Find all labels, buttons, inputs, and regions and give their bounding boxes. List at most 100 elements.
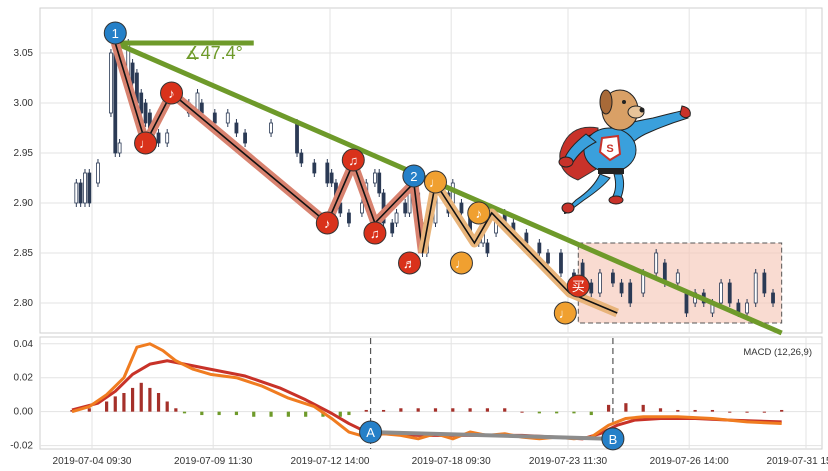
superhero-dog-image: S (558, 89, 691, 215)
macd-histogram-bar (200, 411, 204, 416)
macd-histogram-bar (555, 411, 559, 414)
y-tick-label: 2.85 (14, 248, 34, 259)
macd-histogram-bar (269, 411, 273, 417)
wave-marker-label: ♪ (324, 216, 331, 231)
macd-histogram-bar (338, 411, 342, 417)
macd-y-tick-label: -0.02 (10, 441, 33, 452)
macd-histogram-bar (381, 409, 386, 412)
macd-histogram-bar (658, 408, 663, 412)
candle (74, 182, 79, 204)
candle (390, 222, 395, 234)
wave-marker-label: ♩ (139, 136, 152, 151)
candle (87, 172, 92, 204)
y-tick-label: 2.95 (14, 148, 34, 159)
divergence-marker (359, 420, 383, 444)
x-tick-label: 2019-07-18 09:30 (412, 456, 491, 467)
macd-histogram-bar (468, 408, 472, 412)
macd-histogram-bar (572, 411, 576, 414)
macd-histogram-bar (156, 393, 161, 412)
macd-histogram-bar (122, 393, 126, 412)
candle (546, 252, 550, 264)
macd-histogram-bar (105, 401, 109, 412)
wave-marker (423, 170, 447, 194)
candle (117, 142, 122, 154)
candle (675, 272, 680, 284)
candle (269, 122, 273, 134)
candle (199, 102, 204, 114)
wave-marker (134, 131, 158, 155)
candle (559, 252, 563, 274)
price-panel: 2.80 2.85 2.90 2.95 3.00 3.05 ∡47.4° 1 ♩ ♪ ♪ ♫ ♫ ♬ 2 ♩ ♩… (14, 7, 823, 336)
macd-histogram-bar (113, 396, 117, 412)
divergence-line (370, 430, 613, 441)
macd-histogram-bar (676, 409, 680, 412)
wave-marker-label: ♫ (348, 153, 358, 168)
wave-marker (402, 164, 426, 188)
macd-histogram-bar (347, 411, 351, 416)
candle (598, 272, 602, 294)
macd-histogram-bar (87, 408, 91, 412)
candle (165, 132, 170, 144)
macd-histogram-bar (745, 411, 749, 413)
candle (312, 162, 317, 174)
macd-histogram-bar (217, 411, 221, 416)
candle (295, 122, 299, 154)
wave-marker (566, 274, 590, 298)
wave-marker (398, 251, 422, 275)
candle (329, 172, 334, 184)
macd-histogram-bar (139, 382, 143, 412)
x-axis: 2019-07-04 09:30 2019-07-09 11:30 2019-07-… (53, 456, 828, 467)
wave-marker-label: ♩ (455, 256, 468, 271)
wave-marker (341, 148, 365, 172)
candle (589, 282, 594, 294)
candle (377, 172, 382, 194)
wave-marker-label: ♫ (370, 226, 380, 241)
wave-marker (363, 221, 387, 245)
candle (373, 172, 377, 184)
macd-histogram-bar (503, 408, 507, 412)
candle (537, 242, 542, 254)
wave-marker-label: 买 (572, 279, 585, 294)
x-tick-label: 2019-07-31 15:00 (767, 456, 828, 467)
wave-marker-label: ♪ (476, 206, 483, 221)
wave-marker-label: 2 (410, 169, 417, 184)
macd-histogram-bar (520, 411, 524, 413)
candle (347, 212, 351, 224)
y-tick-label: 3.05 (14, 48, 34, 59)
macd-legend: MACD (12,26,9) (743, 347, 812, 358)
macd-histogram-bar (537, 411, 541, 414)
x-tick-label: 2019-07-23 11:30 (529, 456, 608, 467)
macd-histogram-bar (416, 408, 420, 412)
candle (234, 122, 239, 134)
divergence-marker-label: A (366, 425, 375, 440)
candle (78, 182, 83, 204)
wave-marker (160, 81, 184, 105)
macd-panel: -0.02 0.00 0.02 0.04 A B MACD (12,26,9) (10, 336, 823, 452)
candle (394, 212, 399, 224)
macd-histogram-bar (252, 411, 256, 417)
candle (299, 152, 304, 164)
macd-histogram-bar (130, 387, 135, 412)
macd-histogram-bar (165, 401, 169, 412)
macd-histogram-bar (433, 408, 438, 412)
y-tick-label: 3.00 (14, 98, 34, 109)
wave-marker (449, 251, 473, 275)
macd-histogram-bar (148, 387, 152, 412)
candle (727, 282, 732, 304)
candle (109, 52, 113, 114)
wave-marker-label: ♩ (429, 175, 442, 190)
candle (611, 272, 615, 284)
candle (719, 282, 723, 304)
candle (243, 132, 247, 144)
svg-text:S: S (606, 143, 613, 155)
wave-marker-label: ♬ (403, 256, 416, 271)
candle (641, 272, 646, 294)
candle (628, 282, 633, 304)
candle (684, 292, 689, 314)
candle (139, 92, 144, 114)
candle (762, 272, 767, 294)
macd-histogram-bar (304, 411, 308, 417)
wave-marker (467, 201, 491, 225)
candle (619, 282, 624, 294)
x-tick-label: 2019-07-12 14:00 (291, 456, 370, 467)
